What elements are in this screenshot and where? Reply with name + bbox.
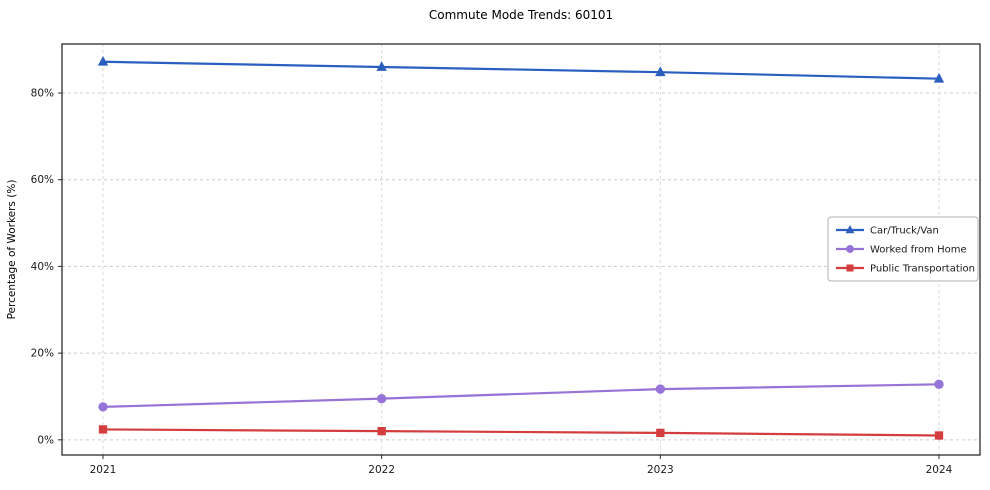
- circle-marker: [846, 245, 854, 253]
- x-tick-label: 2021: [90, 464, 117, 476]
- square-marker: [846, 264, 854, 272]
- circle-marker: [655, 384, 666, 394]
- series-line: [102, 383, 940, 408]
- y-tick-label: 20%: [31, 348, 54, 360]
- y-tick-label: 60%: [31, 174, 54, 186]
- triangle-marker: [376, 61, 387, 71]
- square-marker: [377, 426, 386, 436]
- y-tick-label: 40%: [31, 261, 54, 273]
- series-line: [102, 428, 940, 437]
- x-tick-label: 2024: [926, 464, 953, 476]
- circle-marker: [376, 393, 387, 404]
- series-line: [102, 60, 940, 80]
- plot-border: [61, 43, 981, 456]
- legend-box: [827, 216, 979, 282]
- chart-title: Commute Mode Trends: 60101: [428, 8, 614, 22]
- y-tick-label: 0%: [37, 434, 54, 446]
- legend-label: Public Transportation: [870, 264, 975, 275]
- circle-marker: [934, 379, 944, 390]
- square-marker: [934, 431, 944, 440]
- x-tick-label: 2022: [368, 464, 395, 476]
- triangle-marker: [655, 66, 666, 77]
- triangle-marker: [933, 72, 945, 83]
- legend-label: Worked from Home: [870, 245, 967, 256]
- circle-marker: [98, 402, 108, 412]
- y-axis-label: Percentage of Workers (%): [6, 180, 18, 320]
- square-marker: [98, 425, 108, 434]
- x-tick-label: 2023: [647, 464, 674, 476]
- legend-label: Car/Truck/Van: [870, 226, 939, 237]
- triangle-marker: [97, 55, 109, 66]
- triangle-marker: [845, 225, 855, 234]
- square-marker: [656, 428, 665, 438]
- y-tick-label: 80%: [31, 87, 54, 99]
